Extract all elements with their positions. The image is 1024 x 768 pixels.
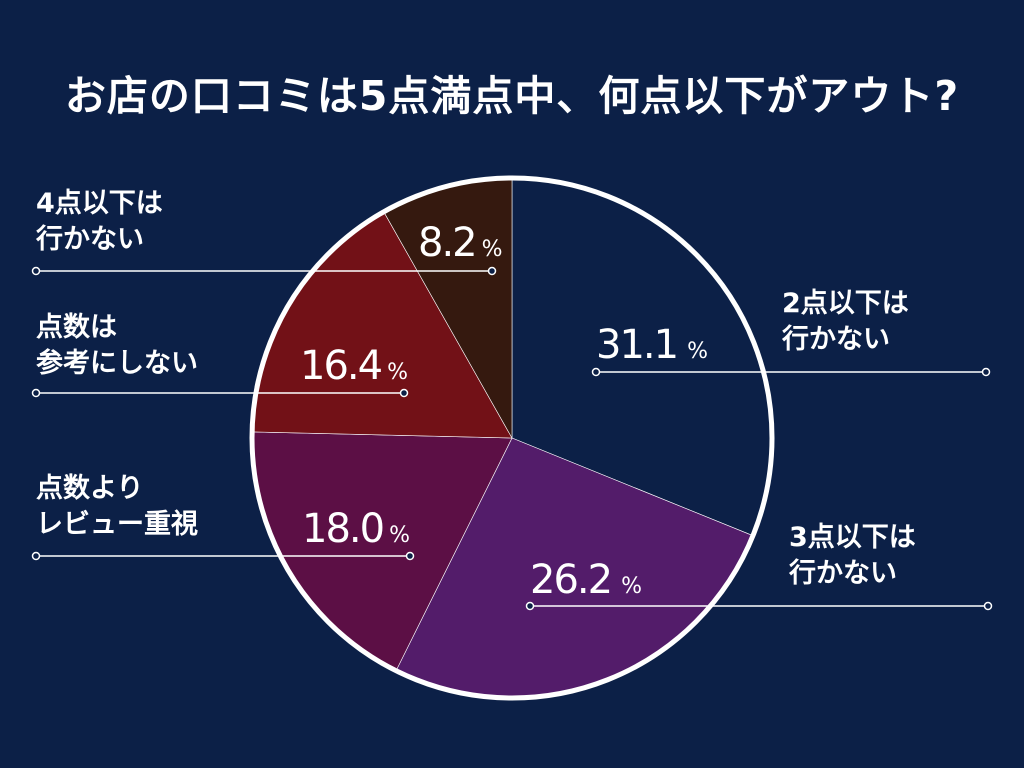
slice-unit: % bbox=[482, 237, 503, 262]
chart-title: お店の口コミは5点満点中、何点以下がアウト? bbox=[64, 72, 960, 120]
slice-label: 2点以下は bbox=[782, 288, 909, 319]
slice-label: 点数より bbox=[36, 473, 143, 504]
leader-dot bbox=[31, 551, 41, 561]
slice-value: 18.0 bbox=[302, 506, 383, 552]
slice-label: 点数は bbox=[36, 312, 117, 343]
slice-value: 8.2 bbox=[418, 220, 476, 266]
leader-dot bbox=[31, 388, 41, 398]
slice-value: 31.1 bbox=[596, 322, 677, 368]
slice-label: 4点以下は bbox=[36, 188, 163, 219]
leader-dot bbox=[525, 601, 535, 611]
slice-value: 16.4 bbox=[300, 343, 382, 389]
leader-dot bbox=[399, 388, 409, 398]
leader-dot bbox=[405, 551, 415, 561]
leader-dot bbox=[487, 266, 497, 276]
slice-label: 参考にしない bbox=[36, 347, 198, 379]
leader-dot bbox=[981, 367, 991, 377]
slice-label: レビュー重視 bbox=[36, 509, 198, 540]
slice-unit: % bbox=[687, 339, 708, 364]
leader-dot bbox=[591, 367, 601, 377]
slice-value: 26.2 bbox=[530, 557, 611, 603]
leader-dot bbox=[983, 601, 993, 611]
slice-label: 3点以下は bbox=[789, 522, 916, 553]
slice-label: 行かない bbox=[788, 557, 897, 589]
slice-unit: % bbox=[387, 360, 408, 385]
slice-unit: % bbox=[621, 574, 642, 599]
slice-label: 行かない bbox=[35, 223, 144, 255]
leader-dot bbox=[31, 266, 41, 276]
slice-unit: % bbox=[389, 523, 410, 548]
pie-outline bbox=[249, 175, 775, 701]
slice-label: 行かない bbox=[781, 323, 890, 355]
